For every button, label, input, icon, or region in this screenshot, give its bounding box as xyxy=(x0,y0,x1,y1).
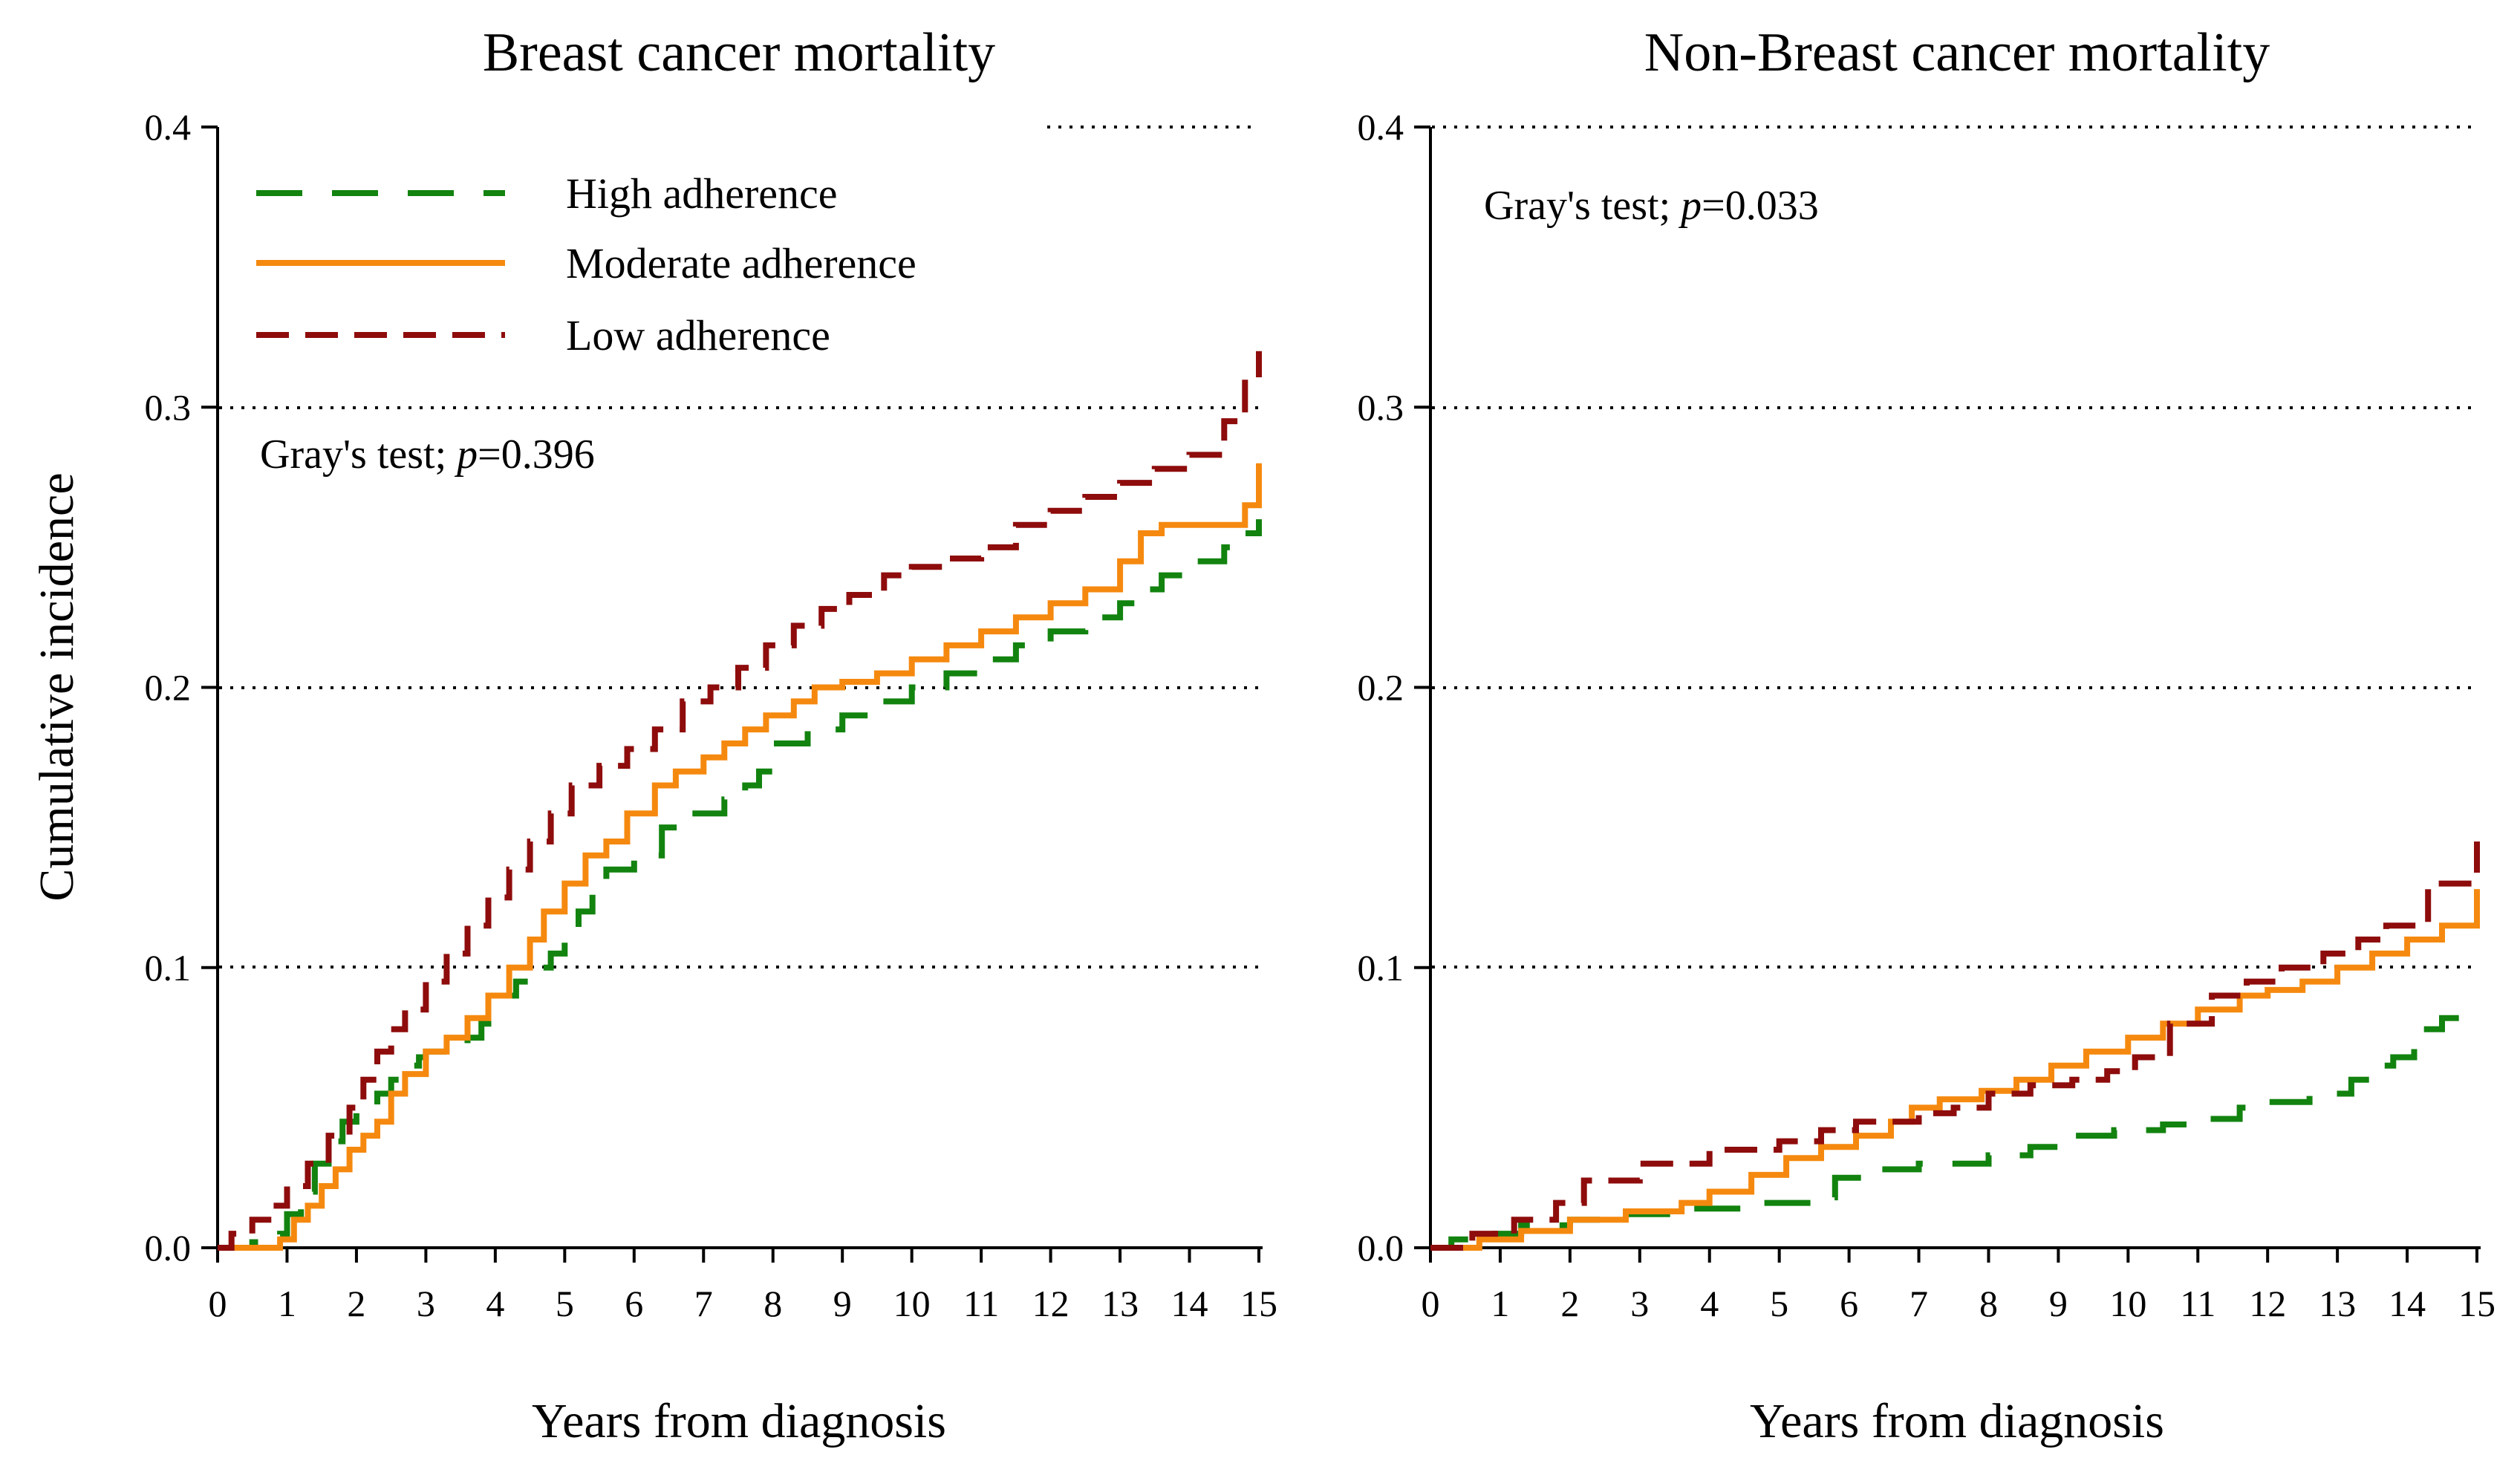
grays-test-non-breast-value: =0.033 xyxy=(1702,183,1819,229)
x-tick-label-15: 15 xyxy=(1240,1283,1277,1324)
x-tick-label-5: 5 xyxy=(556,1283,574,1324)
chart-title-non-breast: Non-Breast cancer mortality xyxy=(1644,22,2270,83)
x-tick-label-10: 10 xyxy=(2109,1283,2146,1324)
y-tick-label-0.1: 0.1 xyxy=(1358,947,1404,989)
series-line-high-adherence xyxy=(1430,1009,2480,1251)
grays-test-breast-prefix: Gray's test; xyxy=(260,432,457,478)
x-tick-label-11: 11 xyxy=(2180,1283,2215,1324)
chart-title-breast: Breast cancer mortality xyxy=(483,22,995,83)
axis-ticks-breast: 0 1 2 3 4 5 6 7 8 9 10 11 12 13 14 150.00.10.20.30.4 xyxy=(145,106,1278,1324)
x-tick-label-9: 9 xyxy=(2049,1283,2068,1324)
x-tick-label-8: 8 xyxy=(1979,1283,1998,1324)
series-line-low-adherence xyxy=(1430,841,2480,1251)
x-tick-label-14: 14 xyxy=(2389,1283,2426,1324)
x-tick-label-6: 6 xyxy=(1840,1283,1858,1324)
grays-test-non-breast: Gray's test; p=0.033 xyxy=(1484,183,1819,229)
x-tick-label-3: 3 xyxy=(417,1283,435,1324)
x-tick-label-3: 3 xyxy=(1630,1283,1649,1324)
x-tick-label-2: 2 xyxy=(1560,1283,1579,1324)
x-tick-label-1: 1 xyxy=(1491,1283,1509,1324)
grays-test-non-breast-prefix: Gray's test; xyxy=(1484,183,1681,229)
legend: High adherence Moderate adherence Low ad… xyxy=(256,169,916,359)
x-axis-label-non-breast: Years from diagnosis xyxy=(1750,1394,2164,1448)
legend-label-moderate: Moderate adherence xyxy=(566,239,916,287)
x-axis-label-breast: Years from diagnosis xyxy=(532,1394,946,1448)
series-group-breast xyxy=(218,351,1262,1251)
series-line-high-adherence xyxy=(218,519,1262,1251)
y-tick-label-0.2: 0.2 xyxy=(1358,667,1404,709)
x-tick-label-7: 7 xyxy=(694,1283,713,1324)
x-tick-label-13: 13 xyxy=(1101,1283,1139,1324)
y-tick-label-0.4: 0.4 xyxy=(1358,106,1404,148)
series-line-moderate-adherence xyxy=(1430,889,2480,1251)
y-tick-label-0.1: 0.1 xyxy=(145,947,192,989)
grays-test-breast-p: p xyxy=(454,432,478,478)
x-tick-label-14: 14 xyxy=(1171,1283,1208,1324)
x-tick-label-15: 15 xyxy=(2458,1283,2495,1324)
grays-test-breast: Gray's test; p=0.396 xyxy=(260,432,595,478)
y-tick-label-0.3: 0.3 xyxy=(145,386,192,428)
grid-lines-non-breast xyxy=(1432,126,2477,968)
panel-non-breast: 0 1 2 3 4 5 6 7 8 9 10 11 12 13 14 150.00.10.20.30.4 No… xyxy=(1358,22,2496,1448)
x-tick-label-2: 2 xyxy=(347,1283,365,1324)
y-tick-label-0.3: 0.3 xyxy=(1358,386,1404,428)
grays-test-breast-value: =0.396 xyxy=(478,432,595,478)
x-tick-label-12: 12 xyxy=(1032,1283,1069,1324)
series-line-moderate-adherence xyxy=(218,463,1262,1251)
y-axis-label: Cumulative incidence xyxy=(30,472,84,901)
x-tick-label-7: 7 xyxy=(1909,1283,1928,1324)
grays-test-non-breast-p: p xyxy=(1678,183,1702,229)
legend-label-high: High adherence xyxy=(566,169,838,218)
series-group-non-breast xyxy=(1430,841,2480,1251)
y-tick-label-0.4: 0.4 xyxy=(145,106,192,148)
y-tick-label-0.0: 0.0 xyxy=(1358,1227,1404,1269)
x-tick-label-1: 1 xyxy=(278,1283,296,1324)
x-tick-label-0: 0 xyxy=(1422,1283,1440,1324)
x-tick-label-12: 12 xyxy=(2249,1283,2286,1324)
axis-ticks-non-breast: 0 1 2 3 4 5 6 7 8 9 10 11 12 13 14 150.00.10.20.30.4 xyxy=(1358,106,2496,1324)
legend-label-low: Low adherence xyxy=(566,311,830,359)
x-tick-label-6: 6 xyxy=(625,1283,643,1324)
x-tick-label-4: 4 xyxy=(486,1283,504,1324)
x-tick-label-5: 5 xyxy=(1770,1283,1788,1324)
x-tick-label-0: 0 xyxy=(209,1283,227,1324)
x-tick-label-10: 10 xyxy=(893,1283,931,1324)
x-tick-label-11: 11 xyxy=(963,1283,999,1324)
grid-lines-breast xyxy=(219,126,1259,968)
series-line-low-adherence xyxy=(218,351,1262,1251)
x-tick-label-8: 8 xyxy=(764,1283,782,1324)
y-tick-label-0.0: 0.0 xyxy=(145,1227,192,1269)
x-tick-label-9: 9 xyxy=(833,1283,852,1324)
panel-breast: 0 1 2 3 4 5 6 7 8 9 10 11 12 13 14 150.00.10.20.30.4 Br… xyxy=(30,22,1277,1448)
y-tick-label-0.2: 0.2 xyxy=(145,667,192,709)
x-tick-label-13: 13 xyxy=(2319,1283,2356,1324)
x-tick-label-4: 4 xyxy=(1700,1283,1719,1324)
